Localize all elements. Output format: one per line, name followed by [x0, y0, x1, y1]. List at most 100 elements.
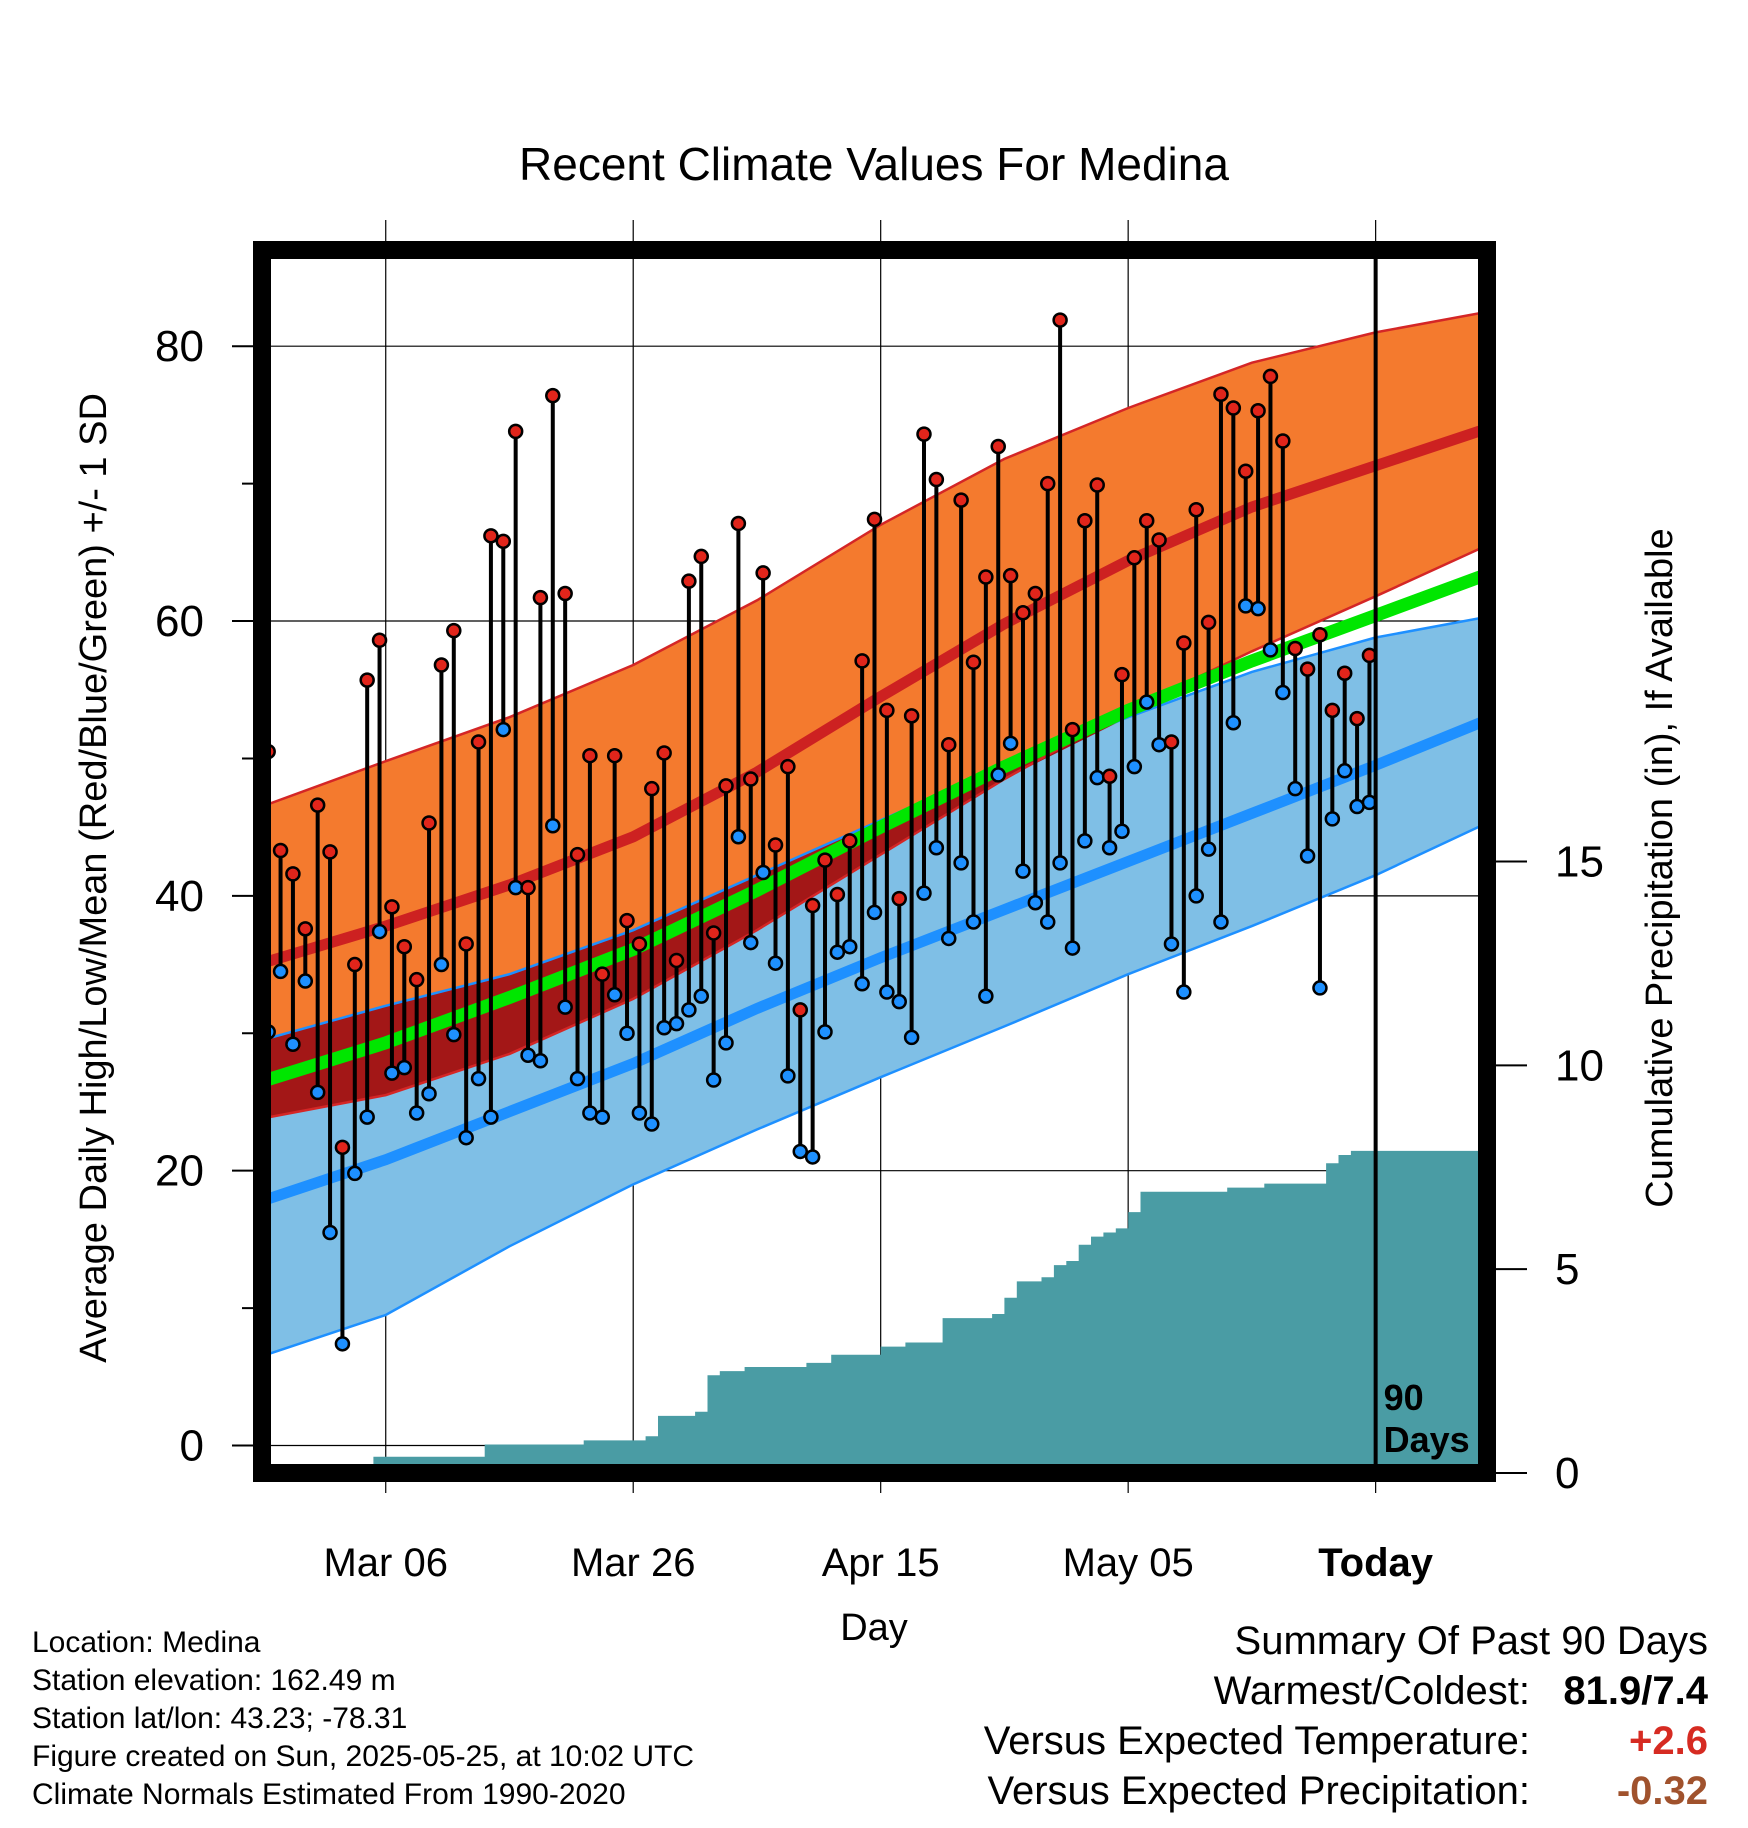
daily-high-point: [1336, 665, 1353, 681]
x-tick-label: Apr 15: [822, 1541, 940, 1585]
daily-low-point: [396, 1059, 413, 1076]
daily-observation: [681, 573, 697, 1018]
daily-high-point: [965, 654, 982, 670]
daily-high-point: [272, 842, 289, 859]
daily-low-point: [866, 904, 883, 921]
daily-observation: [606, 747, 623, 1003]
info-created: Figure created on Sun, 2025-05-25, at 10…: [32, 1740, 695, 1773]
daily-observation: [1002, 567, 1019, 752]
daily-high-point: [1015, 605, 1031, 621]
daily-observation: [322, 844, 338, 1241]
daily-high-point: [953, 492, 969, 508]
daily-high-point: [866, 511, 883, 528]
daily-observation: [285, 866, 301, 1053]
daily-high-point: [792, 1002, 809, 1018]
daily-high-point: [631, 936, 648, 952]
daily-observation: [396, 938, 413, 1076]
daily-low-point: [1052, 855, 1068, 871]
daily-observation: [644, 780, 660, 1132]
daily-high-point: [1299, 661, 1316, 677]
daily-low-point: [309, 1084, 326, 1101]
daily-high-point: [507, 423, 524, 440]
daily-observation: [421, 815, 437, 1102]
daily-low-point: [458, 1129, 474, 1146]
daily-high-point: [396, 938, 413, 955]
daily-observation: [940, 736, 957, 947]
daily-low-point: [631, 1105, 648, 1121]
daily-high-point: [755, 565, 771, 581]
daily-observation: [718, 778, 734, 1051]
daily-observation: [1027, 585, 1044, 911]
daily-high-point: [990, 438, 1006, 455]
x-tick-label: Mar 06: [323, 1541, 448, 1585]
daily-high-point: [483, 528, 499, 544]
y-tick-label: 60: [155, 597, 204, 646]
daily-low-point: [557, 999, 573, 1015]
daily-low-point: [928, 840, 945, 856]
daily-low-point: [582, 1105, 598, 1121]
daily-high-point: [1250, 403, 1266, 419]
daily-high-point: [1114, 666, 1130, 683]
daily-low-point: [780, 1068, 796, 1084]
daily-high-point: [1213, 386, 1229, 403]
daily-low-point: [743, 934, 759, 951]
daily-observation: [743, 771, 759, 951]
daily-low-point: [1039, 914, 1056, 930]
y-tick-label: 80: [155, 322, 204, 371]
daily-low-point: [1287, 780, 1303, 797]
daily-observation: [309, 797, 326, 1101]
daily-observation: [1324, 702, 1341, 827]
summary-precip-row: Versus Expected Precipitation: -0.32: [984, 1766, 1708, 1816]
daily-high-point: [1200, 614, 1217, 631]
daily-observation: [1312, 627, 1328, 996]
daily-high-point: [433, 657, 450, 673]
daily-low-point: [1077, 833, 1093, 849]
daily-high-point: [1237, 463, 1254, 479]
daily-high-point: [978, 569, 994, 585]
daily-observation: [854, 653, 870, 992]
daily-observation: [347, 956, 363, 1182]
daily-low-point: [1312, 980, 1328, 996]
daily-low-point: [842, 938, 858, 955]
daily-observation: [359, 672, 375, 1125]
daily-high-point: [334, 1139, 351, 1156]
daily-observation: [334, 1139, 351, 1352]
summary-temp-value: +2.6: [1629, 1719, 1708, 1763]
daily-high-point: [1089, 477, 1105, 493]
y2-tick-label: 15: [1555, 838, 1604, 887]
daily-low-point: [285, 1036, 301, 1053]
daily-observation: [903, 708, 920, 1046]
daily-high-point: [854, 653, 870, 669]
y2-tick-label: 0: [1555, 1449, 1579, 1498]
daily-low-point: [755, 864, 771, 881]
station-info: Location: Medina Station elevation: 162.…: [32, 1624, 694, 1814]
daily-observation: [458, 936, 474, 1146]
daily-high-point: [804, 897, 821, 914]
overlap-band: [262, 616, 1487, 1119]
precip-area: [262, 1150, 1487, 1473]
low-mean-line: [262, 714, 1487, 1207]
daily-low-point: [1089, 769, 1105, 786]
daily-observation: [1176, 635, 1192, 1000]
daily-high-point: [940, 736, 957, 753]
daily-observation: [916, 426, 932, 901]
daily-low-point: [1064, 940, 1081, 956]
daily-high-point: [557, 585, 573, 602]
daily-high-point: [582, 747, 598, 764]
daily-low-point: [532, 1053, 549, 1069]
y-axis-label: Average Daily High/Low/Mean (Red/Blue/Gr…: [73, 393, 115, 1363]
daily-observation: [891, 890, 907, 1010]
chart-title: Recent Climate Values For Medina: [519, 138, 1229, 190]
high-lower-edge: [262, 544, 1487, 1120]
x-tick-label: Mar 26: [571, 1541, 696, 1585]
daily-high-point: [767, 837, 784, 853]
low-lower-edge: [262, 821, 1487, 1358]
daily-low-point: [730, 829, 747, 845]
summary-warmest-row: Warmest/Coldest: 81.9/7.4: [984, 1666, 1708, 1716]
daily-high-point: [1262, 368, 1279, 385]
daily-low-point: [483, 1109, 499, 1125]
daily-observation: [866, 511, 883, 921]
daily-low-point: [384, 1065, 400, 1081]
daily-high-point: [1039, 475, 1056, 492]
